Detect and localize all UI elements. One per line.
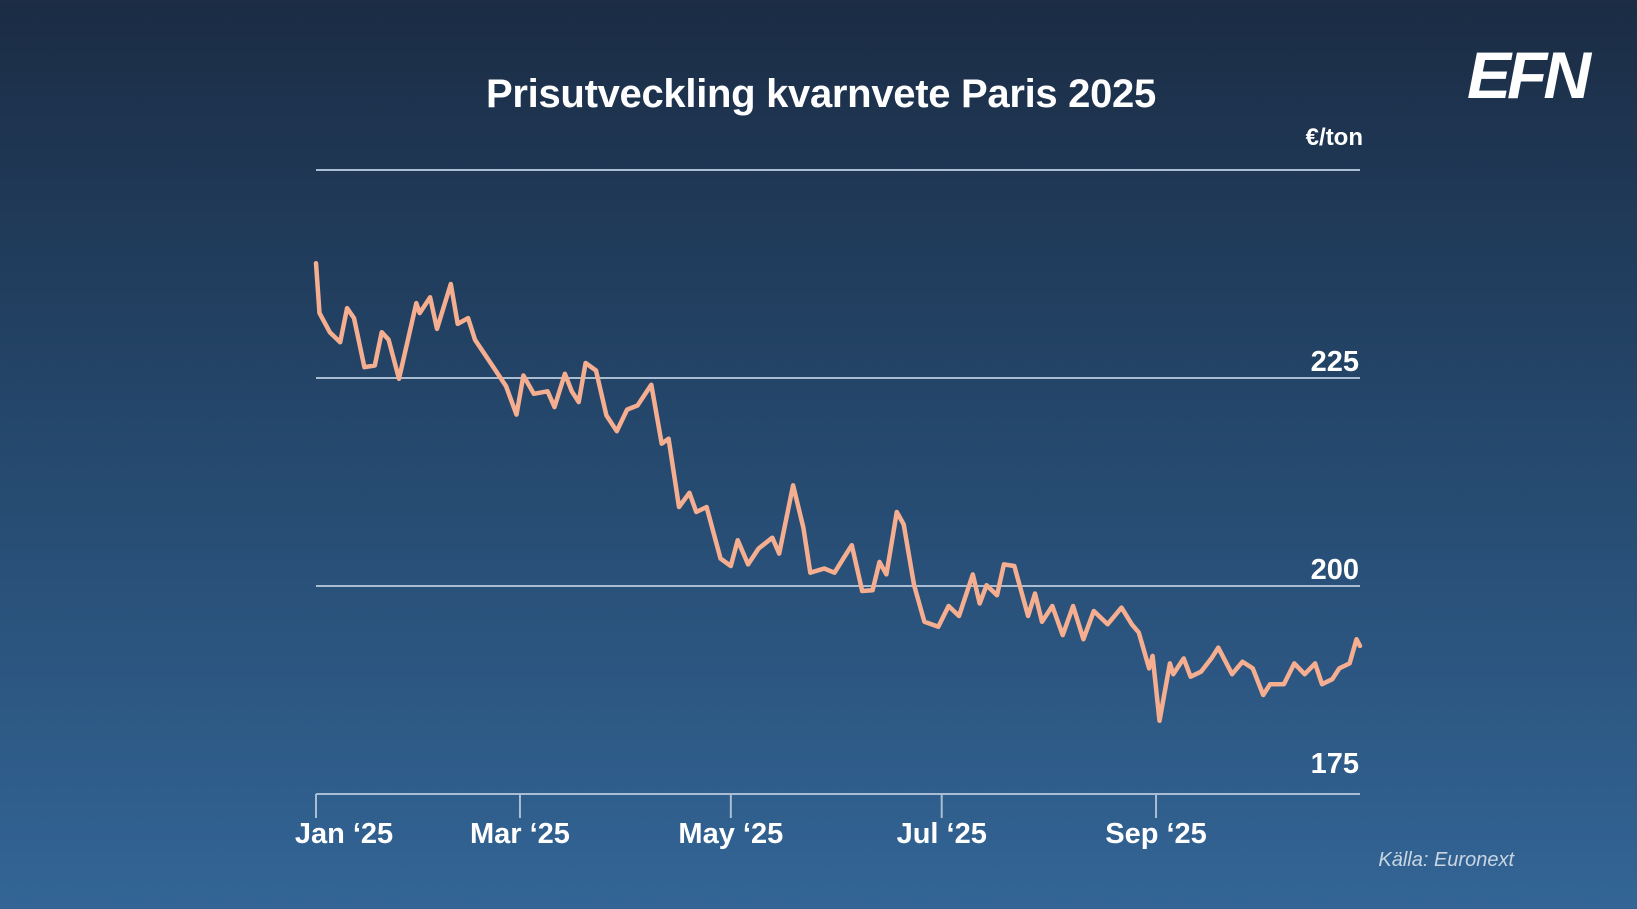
x-tick-label: Mar ‘25 [469, 818, 570, 850]
x-tick-label: Jan ‘25 [294, 818, 394, 850]
y-tick-label: 200 [1310, 554, 1359, 586]
x-tick-label: Jul ‘25 [896, 818, 987, 850]
price-line [313, 260, 1363, 724]
y-tick-label: 225 [1310, 346, 1359, 378]
source-note: Källa: Euronext [1378, 849, 1514, 871]
efn-logo: EFN [1465, 38, 1596, 112]
x-tick-label: May ‘25 [678, 818, 784, 850]
svg-text:EFN: EFN [1467, 44, 1592, 104]
x-tick-label: Sep ‘25 [1105, 818, 1207, 850]
y-tick-label: 175 [1310, 748, 1359, 780]
chart-title: Prisutveckling kvarnvete Paris 2025 [486, 72, 1156, 116]
y-axis-unit-label: €/ton [1305, 124, 1363, 151]
